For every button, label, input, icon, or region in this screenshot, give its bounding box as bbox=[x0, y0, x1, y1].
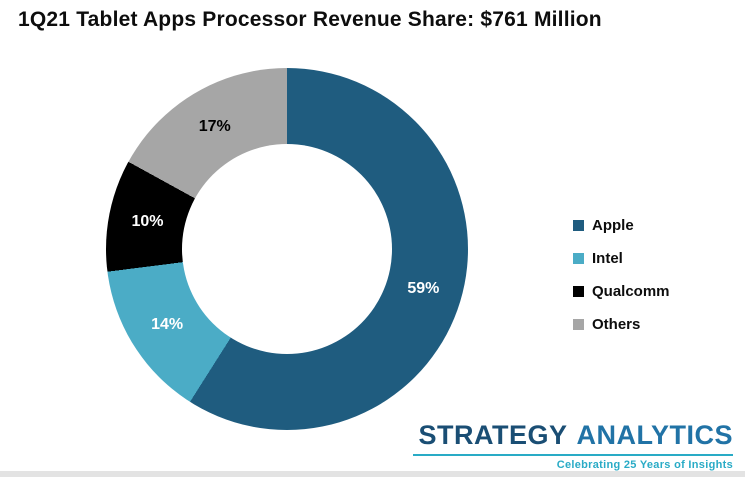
donut-chart: 59% 14% 10% 17% bbox=[106, 68, 468, 430]
slice-label: 17% bbox=[198, 117, 231, 135]
legend-swatch-icon bbox=[573, 318, 584, 330]
logo-wordmark: STRATEGY ANALYTICS bbox=[413, 420, 733, 451]
logo-tagline: Celebrating 25 Years of Insights bbox=[556, 459, 733, 471]
slice-label: 59% bbox=[407, 279, 440, 297]
legend-swatch-icon bbox=[573, 219, 584, 231]
legend-label: Intel bbox=[592, 249, 623, 267]
legend-item-intel: Intel bbox=[573, 248, 670, 268]
legend-item-apple: Apple bbox=[573, 215, 670, 235]
legend-item-qualcomm: Qualcomm bbox=[573, 281, 670, 301]
legend-label: Qualcomm bbox=[592, 282, 670, 300]
legend: Apple Intel Qualcomm Others bbox=[573, 215, 670, 334]
legend-swatch-icon bbox=[573, 285, 584, 297]
logo-word-analytics: ANALYTICS bbox=[576, 420, 733, 450]
legend-swatch-icon bbox=[573, 252, 584, 264]
donut-hole bbox=[182, 144, 392, 354]
chart-title: 1Q21 Tablet Apps Processor Revenue Share… bbox=[18, 8, 602, 31]
legend-label: Apple bbox=[592, 216, 634, 234]
logo-word-strategy: STRATEGY bbox=[418, 420, 568, 450]
strategy-analytics-logo: STRATEGY ANALYTICS Celebrating 25 Years o… bbox=[413, 420, 733, 471]
logo-divider-line bbox=[413, 454, 733, 456]
legend-item-others: Others bbox=[573, 314, 670, 334]
slice-label: 14% bbox=[151, 316, 184, 334]
slice-label: 10% bbox=[131, 213, 164, 231]
legend-label: Others bbox=[592, 315, 641, 333]
bottom-border-strip bbox=[0, 471, 745, 477]
